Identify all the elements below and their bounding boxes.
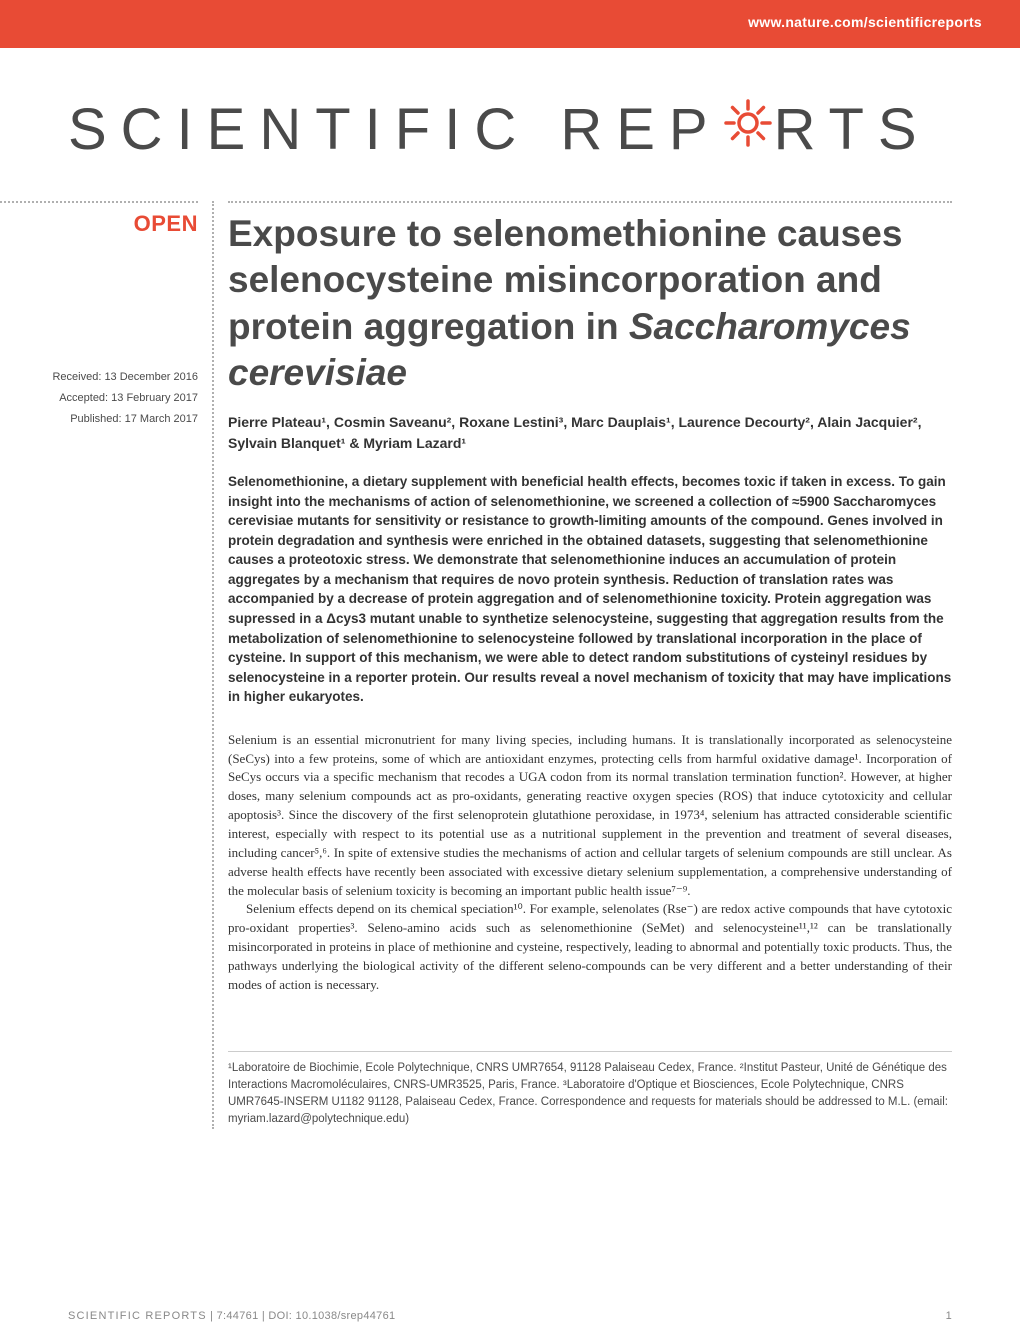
right-column: Exposure to selenomethionine causes sele…: [212, 201, 952, 1129]
footer-journal: SCIENTIFIC REPORTS: [68, 1310, 207, 1322]
footer-doi: | 7:44761 | DOI: 10.1038/srep44761: [207, 1310, 396, 1322]
author-list: Pierre Plateau¹, Cosmin Saveanu², Roxane…: [228, 412, 952, 454]
abstract: Selenomethionine, a dietary supplement w…: [228, 472, 952, 707]
body-paragraph-1: Selenium is an essential micronutrient f…: [228, 731, 952, 901]
page-footer: SCIENTIFIC REPORTS | 7:44761 | DOI: 10.1…: [68, 1310, 952, 1322]
meta-published: Published: 17 March 2017: [0, 409, 198, 430]
logo-text-after: RTS: [774, 97, 931, 162]
left-column: OPEN Received: 13 December 2016 Accepted…: [0, 201, 212, 1129]
dot-divider-top: [0, 201, 198, 203]
journal-logo: SCIENTIFIC REP RTS: [68, 96, 1020, 163]
body-paragraph-2: Selenium effects depend on its chemical …: [228, 900, 952, 994]
top-banner: www.nature.com/scientificreports: [0, 0, 1020, 48]
meta-received: Received: 13 December 2016: [0, 367, 198, 388]
banner-url: www.nature.com/scientificreports: [748, 14, 982, 30]
gear-icon: [722, 97, 774, 162]
open-access-badge: OPEN: [0, 211, 198, 237]
dot-divider-title: [228, 201, 952, 203]
article-title: Exposure to selenomethionine causes sele…: [228, 211, 952, 396]
content-row: OPEN Received: 13 December 2016 Accepted…: [0, 201, 1020, 1129]
logo-text-before: SCIENTIFIC REP: [68, 97, 722, 162]
footer-citation: SCIENTIFIC REPORTS | 7:44761 | DOI: 10.1…: [68, 1310, 395, 1322]
meta-accepted: Accepted: 13 February 2017: [0, 388, 198, 409]
page-number: 1: [946, 1310, 952, 1322]
affiliations: ¹Laboratoire de Biochimie, Ecole Polytec…: [228, 1051, 952, 1129]
